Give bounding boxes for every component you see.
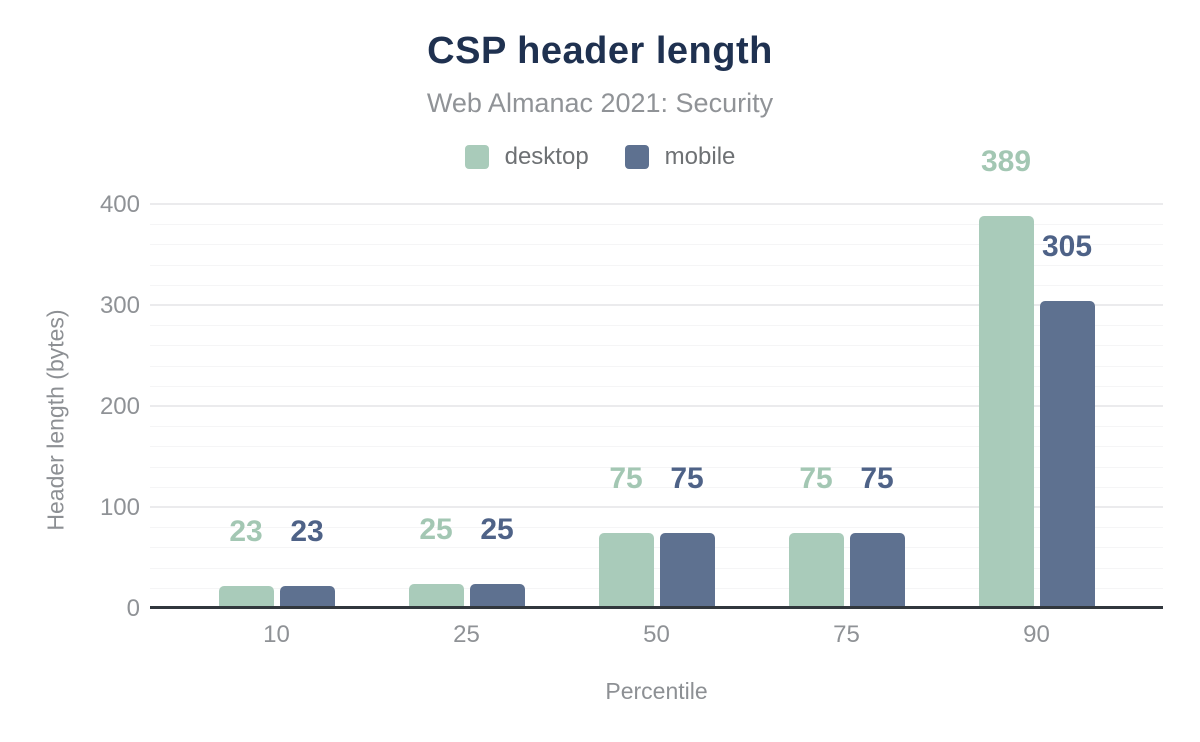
gridline-minor-140	[150, 466, 1163, 468]
value-label-mobile-p25: 25	[480, 513, 514, 546]
gridline-minor-20	[150, 587, 1163, 589]
gridline-minor-160	[150, 446, 1163, 448]
legend-item-mobile[interactable]: mobile	[624, 143, 736, 171]
bar-mobile-p90[interactable]	[1039, 301, 1095, 609]
gridline-minor-240	[150, 365, 1163, 367]
value-label-desktop-p50: 75	[609, 462, 643, 495]
x-tick-90: 90	[1023, 621, 1050, 648]
bar-mobile-p10[interactable]	[279, 586, 335, 609]
bar-mobile-p75[interactable]	[849, 533, 905, 609]
bar-desktop-p75[interactable]	[788, 533, 844, 609]
value-label-desktop-p25: 25	[419, 513, 453, 546]
gridline-minor-80	[150, 527, 1163, 529]
value-label-desktop-p90: 389	[980, 145, 1032, 178]
gridline-minor-360	[150, 244, 1163, 246]
chart-subtitle: Web Almanac 2021: Security	[426, 88, 774, 118]
bar-desktop-p90[interactable]	[978, 216, 1034, 609]
legend-swatch-mobile-icon	[624, 145, 649, 169]
gridline-minor-280	[150, 325, 1163, 327]
value-label-mobile-p75: 75	[860, 462, 894, 495]
legend-label-mobile: mobile	[664, 143, 736, 170]
gridline-minor-260	[150, 345, 1163, 347]
gridline-major-200	[150, 405, 1163, 407]
gridline-minor-120	[150, 486, 1163, 488]
value-label-desktop-p75: 75	[799, 462, 833, 495]
value-label-mobile-p90: 305	[1041, 230, 1093, 263]
value-label-desktop-p10: 23	[229, 515, 263, 548]
y-tick-200: 200	[99, 393, 140, 420]
chart-title: CSP header length	[427, 30, 773, 72]
legend-swatch-desktop-icon	[464, 145, 489, 169]
x-tick-50: 50	[643, 621, 670, 648]
y-tick-400: 400	[99, 191, 140, 218]
x-tick-10: 10	[263, 621, 290, 648]
x-axis-title: Percentile	[605, 678, 708, 704]
gridline-major-300	[150, 304, 1163, 306]
bar-desktop-p50[interactable]	[598, 533, 654, 609]
legend-item-desktop[interactable]: desktop	[464, 143, 589, 171]
gridline-minor-340	[150, 264, 1163, 266]
gridline-minor-60	[150, 547, 1163, 549]
gridline-minor-380	[150, 224, 1163, 226]
x-tick-75: 75	[833, 621, 860, 648]
gridline-major-400	[150, 203, 1163, 205]
bar-mobile-p25[interactable]	[469, 584, 525, 609]
gridline-major-100	[150, 506, 1163, 508]
gridline-minor-180	[150, 426, 1163, 428]
legend: desktop mobile	[0, 142, 1200, 172]
y-tick-300: 300	[99, 292, 140, 319]
gridline-minor-40	[150, 567, 1163, 569]
y-tick-0: 0	[126, 595, 140, 622]
bar-desktop-p25[interactable]	[408, 584, 464, 609]
bar-mobile-p50[interactable]	[659, 533, 715, 609]
gridline-minor-220	[150, 385, 1163, 387]
value-label-mobile-p10: 23	[290, 515, 324, 548]
x-tick-25: 25	[453, 621, 480, 648]
y-tick-100: 100	[99, 494, 140, 521]
plot-area: 23 23 25 25 75 75 75 75 389 305	[150, 147, 1163, 609]
value-label-mobile-p50: 75	[670, 462, 704, 495]
bar-desktop-p10[interactable]	[218, 586, 274, 609]
x-axis-line	[150, 606, 1163, 609]
legend-label-desktop: desktop	[504, 143, 589, 170]
gridline-minor-320	[150, 284, 1163, 286]
